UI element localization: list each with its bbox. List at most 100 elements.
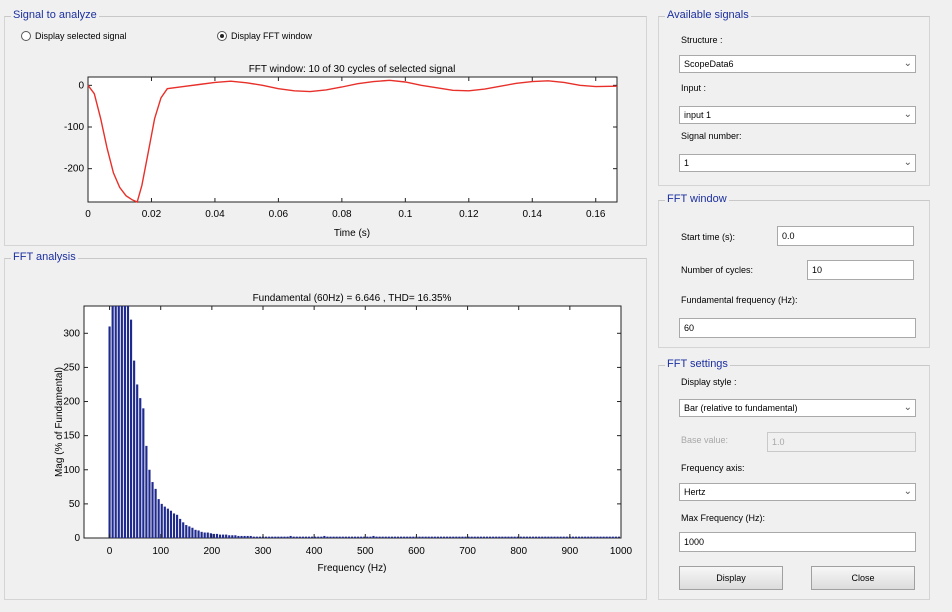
fft-bar <box>565 536 568 538</box>
fft-bar <box>191 527 194 538</box>
fft-bar <box>562 536 565 538</box>
fft-bar <box>446 536 449 538</box>
fundamental-frequency-label: Fundamental frequency (Hz): <box>681 295 798 305</box>
available-signals-panel: Available signals Structure : ScopeData6… <box>658 9 930 186</box>
radio-off-icon[interactable] <box>21 31 31 41</box>
fft-bar <box>602 536 605 538</box>
fft-bar <box>258 536 262 538</box>
fft-bar <box>197 530 200 538</box>
fft-bar <box>304 536 308 538</box>
radio-on-icon[interactable] <box>217 31 227 41</box>
fft-bar <box>246 535 249 538</box>
chevron-down-icon[interactable]: ⌄ <box>903 486 912 497</box>
signal-number-value: 1 <box>684 158 690 168</box>
fft-bar <box>599 536 602 538</box>
cycles-field[interactable]: 10 <box>807 260 914 280</box>
time-chart-axes-box <box>87 76 618 203</box>
display-style-dropdown[interactable]: Bar (relative to fundamental) ⌄ <box>679 399 916 417</box>
fft-bar <box>461 536 464 538</box>
fft-bar <box>387 536 390 538</box>
x-tick-label: 0.02 <box>142 209 162 220</box>
x-tick-label: 400 <box>306 546 323 557</box>
fft-bar <box>571 536 574 538</box>
fft-bar <box>553 536 556 538</box>
fft-bar <box>206 532 209 538</box>
fft-bar <box>142 408 145 538</box>
display-selected-signal-radio[interactable]: Display selected signal <box>21 31 127 41</box>
fft-bar <box>271 536 274 538</box>
radio-label-fft-window: Display FFT window <box>231 31 312 41</box>
fft-bar <box>439 536 443 538</box>
time-chart-ticks: 0 0.02 0.04 0.06 0.08 0.1 0.12 0.14 0.16 0 -100 -20… <box>64 77 617 220</box>
fft-bar <box>403 536 406 538</box>
x-tick-label: 700 <box>459 546 476 557</box>
fft-bar <box>400 536 403 538</box>
fft-chart-ylabel: Mag (% of Fundamental) <box>54 367 65 477</box>
fft-bar <box>406 536 409 538</box>
fft-bar <box>252 536 255 538</box>
fft-bar <box>215 533 219 538</box>
fundamental-frequency-field[interactable]: 60 <box>679 318 916 338</box>
x-tick-label: 200 <box>204 546 221 557</box>
fft-bar <box>301 536 304 538</box>
input-dropdown[interactable]: input 1 ⌄ <box>679 106 916 124</box>
y-tick-label: 200 <box>63 397 80 408</box>
display-style-label: Display style : <box>681 377 737 387</box>
fft-bar <box>421 536 424 538</box>
chevron-down-icon[interactable]: ⌄ <box>903 157 912 168</box>
charts-canvas: FFT window: 10 of 30 cycles of selected … <box>54 64 633 574</box>
fft-bar <box>176 514 179 538</box>
fft-bar <box>123 306 126 538</box>
fft-bar <box>332 536 335 538</box>
y-tick-label: 150 <box>63 431 80 442</box>
frequency-axis-dropdown[interactable]: Hertz ⌄ <box>679 483 916 501</box>
fft-bar <box>489 536 492 538</box>
x-tick-label: 0 <box>85 209 91 220</box>
structure-dropdown[interactable]: ScopeData6 ⌄ <box>679 55 916 73</box>
fft-bar <box>240 535 243 538</box>
fft-bar <box>547 536 550 538</box>
frequency-axis-value: Hertz <box>684 487 706 497</box>
fft-bar <box>381 536 384 538</box>
cycles-label: Number of cycles: <box>681 265 754 275</box>
display-fft-window-radio[interactable]: Display FFT window <box>217 31 312 41</box>
fft-bar <box>577 536 581 538</box>
fft-bar <box>495 536 498 538</box>
fft-bar <box>317 536 320 538</box>
fft-bar <box>326 536 329 538</box>
chevron-down-icon[interactable]: ⌄ <box>903 109 912 120</box>
start-time-field[interactable]: 0.0 <box>777 226 914 246</box>
fft-bar <box>587 536 590 538</box>
y-tick-label: 0 <box>74 533 80 544</box>
x-tick-label: 0.12 <box>459 209 479 220</box>
fft-bar <box>531 536 535 538</box>
close-button[interactable]: Close <box>811 566 915 590</box>
fft-bar <box>231 535 234 538</box>
fft-bar <box>372 535 375 538</box>
fft-bar <box>172 513 176 538</box>
fft-bar <box>433 536 436 538</box>
fft-bar <box>157 499 160 538</box>
fft-bar <box>544 536 547 538</box>
fft-bar <box>369 536 372 538</box>
fft-bar <box>522 536 525 538</box>
fft-bar <box>320 536 323 538</box>
fft-bar <box>449 536 452 538</box>
fft-settings-title: FFT settings <box>665 358 730 370</box>
fft-bar <box>237 535 240 538</box>
fft-bar <box>136 384 139 538</box>
max-frequency-field[interactable]: 1000 <box>679 532 916 552</box>
fft-bar <box>329 536 332 538</box>
display-button[interactable]: Display <box>679 566 783 590</box>
x-tick-label: 300 <box>255 546 272 557</box>
fft-bar <box>314 536 317 538</box>
fft-bar <box>323 535 326 538</box>
fft-bar <box>160 503 163 538</box>
fft-bar <box>277 536 280 538</box>
chevron-down-icon[interactable]: ⌄ <box>903 58 912 69</box>
fft-bar <box>366 536 369 538</box>
y-tick-label: 0 <box>78 80 84 91</box>
fft-bar <box>501 536 504 538</box>
chevron-down-icon[interactable]: ⌄ <box>903 402 912 413</box>
signal-number-dropdown[interactable]: 1 ⌄ <box>679 154 916 172</box>
